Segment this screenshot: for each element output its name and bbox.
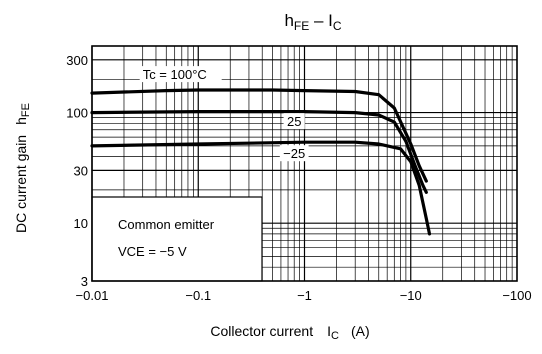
annotation-box xyxy=(91,196,263,282)
x-axis-label: Collector current IC (A) xyxy=(210,323,369,342)
series-label-bg xyxy=(283,113,305,130)
y-tick-label: 10 xyxy=(74,216,88,231)
series-labels: Tc = 100°C 25 −25 xyxy=(139,66,309,162)
series-label: Tc = 100°C xyxy=(143,67,207,82)
series-label-bg xyxy=(279,145,309,162)
series-lines xyxy=(90,88,432,236)
tick-labels: −0.01 −0.1 −1 −10 −100 3 10 30 100 300 xyxy=(66,53,531,303)
x-tick-label: −100 xyxy=(502,288,531,303)
y-tick-label: 30 xyxy=(74,163,88,178)
plot-frame xyxy=(91,45,518,282)
series-label: 25 xyxy=(287,114,301,129)
y-axis-label: DC current gainhFE xyxy=(13,103,32,233)
annotation-line-1: Common emitter xyxy=(118,217,215,232)
series-label-bg xyxy=(139,66,222,83)
y-tick-label: 3 xyxy=(81,274,88,289)
x-tick-label: −1 xyxy=(297,288,312,303)
x-tick-label: −0.01 xyxy=(76,288,109,303)
x-tick-label: −10 xyxy=(400,288,422,303)
series-label: −25 xyxy=(283,146,305,161)
x-tick-label: −0.1 xyxy=(185,288,211,303)
series-line-2 xyxy=(90,140,432,236)
y-tick-label: 100 xyxy=(66,106,88,121)
y-tick-label: 300 xyxy=(66,53,88,68)
chart-title: hFE – IC xyxy=(284,11,341,33)
series-line-0 xyxy=(90,88,428,183)
series-line-1 xyxy=(90,109,428,194)
annotation-line-2: VCE = −5 V xyxy=(118,244,187,259)
